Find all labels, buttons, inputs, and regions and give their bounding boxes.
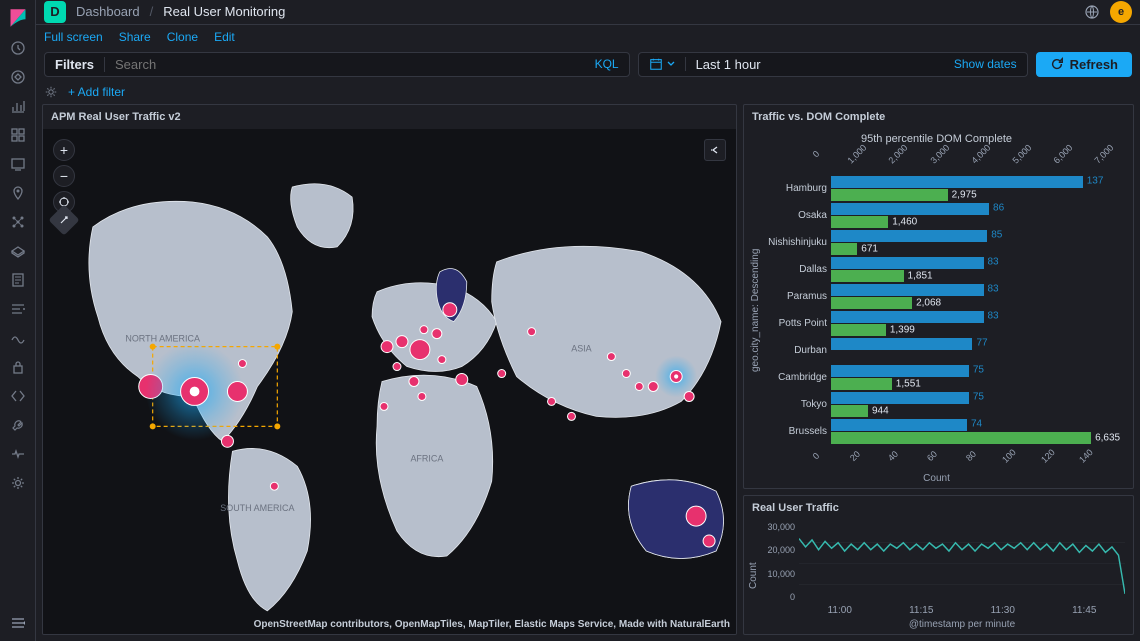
show-dates-link[interactable]: Show dates (954, 57, 1017, 71)
logs-icon[interactable] (10, 272, 26, 288)
linechart-panel-title: Real User Traffic (744, 496, 1133, 520)
devtools-icon[interactable] (10, 388, 26, 404)
dashboard-grid: APM Real User Traffic v2 NORTH AMERICA SO… (36, 104, 1140, 641)
maps-icon[interactable] (10, 185, 26, 201)
bar-category: Dallas (763, 264, 831, 275)
linechart-xaxis: 11:0011:1511:3011:45 (799, 605, 1125, 619)
heartbeat-icon[interactable] (10, 446, 26, 462)
barchart-xaxis: 020406080100120140 (816, 445, 1125, 473)
map-panel: APM Real User Traffic v2 NORTH AMERICA SO… (42, 104, 737, 635)
siem-icon[interactable] (10, 359, 26, 375)
breadcrumb-current: Real User Monitoring (163, 4, 285, 19)
bar-row[interactable]: Paramus832,068 (763, 283, 1125, 310)
apm-icon[interactable] (10, 301, 26, 317)
dashboard-icon[interactable] (10, 127, 26, 143)
bar-row[interactable]: Nishishinjuku85671 (763, 229, 1125, 256)
svg-text:SOUTH AMERICA: SOUTH AMERICA (220, 503, 294, 513)
bar-category: Durban (763, 345, 831, 356)
svg-text:ASIA: ASIA (571, 344, 591, 354)
refresh-label: Refresh (1070, 57, 1118, 72)
avatar[interactable]: e (1110, 1, 1132, 23)
barchart-panel-title: Traffic vs. DOM Complete (744, 105, 1133, 129)
kibana-logo[interactable] (8, 8, 28, 28)
add-filter-button[interactable]: + Add filter (68, 85, 125, 99)
svg-text:AFRICA: AFRICA (410, 453, 443, 463)
infra-icon[interactable] (10, 243, 26, 259)
filter-settings-icon[interactable] (44, 85, 58, 99)
barchart-xlabel: Count (748, 473, 1125, 484)
bar-row[interactable]: Dallas831,851 (763, 256, 1125, 283)
barchart-rows: Hamburg1372,975Osaka861,460Nishishinjuku… (763, 175, 1125, 445)
share-link[interactable]: Share (119, 30, 151, 44)
svg-text:NORTH AMERICA: NORTH AMERICA (125, 334, 200, 344)
kql-toggle[interactable]: KQL (595, 57, 619, 71)
bar-category: Nishishinjuku (763, 237, 831, 248)
filters-button[interactable]: Filters (55, 57, 105, 72)
barchart-ylabel: geo.city_name: Descending (748, 175, 763, 445)
barchart-top-axis: 01,0002,0003,0004,0005,0006,0007,000 (816, 149, 1125, 175)
visualize-icon[interactable] (10, 98, 26, 114)
linechart-svg (799, 522, 1125, 605)
ml-icon[interactable] (10, 214, 26, 230)
edit-link[interactable]: Edit (214, 30, 235, 44)
header: D Dashboard / Real User Monitoring e (36, 0, 1140, 25)
bar-category: Cambridge (763, 372, 831, 383)
bar-row[interactable]: Potts Point831,399 (763, 310, 1125, 337)
dashboard-actions: Full screen Share Clone Edit (36, 25, 1140, 48)
bar-row[interactable]: Cambridge751,551 (763, 364, 1125, 391)
management-icon[interactable] (10, 475, 26, 491)
bar-row[interactable]: Tokyo75944 (763, 391, 1125, 418)
bar-category: Tokyo (763, 399, 831, 410)
bar-chart: 95th percentile DOM Complete 01,0002,000… (744, 129, 1133, 488)
breadcrumb-sep: / (150, 4, 154, 19)
linechart-xlabel: @timestamp per minute (799, 619, 1125, 630)
refresh-icon (1050, 57, 1064, 71)
breadcrumb-root[interactable]: Dashboard (76, 4, 140, 19)
linechart-yticks: 30,00020,00010,0000 (759, 522, 799, 630)
bar-category: Potts Point (763, 318, 831, 329)
bar-category: Hamburg (763, 183, 831, 194)
canvas-icon[interactable] (10, 156, 26, 172)
time-range-label: Last 1 hour (696, 57, 944, 72)
linechart-panel: Real User Traffic Count 30,00020,00010,0… (743, 495, 1134, 635)
bar-category: Osaka (763, 210, 831, 221)
calendar-icon[interactable] (649, 57, 686, 71)
linechart-ylabel: Count (748, 522, 759, 630)
bar-row[interactable]: Durban77 (763, 337, 1125, 364)
app-badge: D (44, 1, 66, 23)
refresh-button[interactable]: Refresh (1036, 52, 1132, 77)
bar-row[interactable]: Hamburg1372,975 (763, 175, 1125, 202)
line-chart: Count 30,00020,00010,0000 11:0011:1511:3… (744, 520, 1133, 634)
world-map[interactable]: NORTH AMERICA SOUTH AMERICA AFRICA ASIA (43, 129, 736, 634)
search-box: Filters KQL (44, 52, 630, 77)
uptime-icon[interactable] (10, 330, 26, 346)
bar-category: Brussels (763, 426, 831, 437)
filter-bar: + Add filter (36, 81, 1140, 104)
collapse-icon[interactable] (10, 615, 26, 631)
newsfeed-icon[interactable] (1084, 4, 1100, 20)
time-picker[interactable]: Last 1 hour Show dates (638, 52, 1028, 77)
bar-row[interactable]: Osaka861,460 (763, 202, 1125, 229)
query-bar: Filters KQL Last 1 hour Show dates Refre… (36, 48, 1140, 81)
discover-icon[interactable] (10, 69, 26, 85)
map-zoom-controls: + − (53, 139, 75, 213)
recent-icon[interactable] (10, 40, 26, 56)
clone-link[interactable]: Clone (167, 30, 198, 44)
zoom-in-button[interactable]: + (53, 139, 75, 161)
zoom-out-button[interactable]: − (53, 165, 75, 187)
barchart-panel: Traffic vs. DOM Complete 95th percentile… (743, 104, 1134, 489)
monitoring-icon[interactable] (10, 417, 26, 433)
map-legend-toggle[interactable] (704, 139, 726, 161)
chevron-down-icon (667, 60, 675, 68)
search-input[interactable] (115, 57, 585, 72)
bar-category: Paramus (763, 291, 831, 302)
nav-items (10, 40, 26, 615)
map-attribution: OpenStreetMap contributors, OpenMapTiles… (254, 619, 730, 630)
breadcrumb: Dashboard / Real User Monitoring (76, 4, 285, 19)
bar-row[interactable]: Brussels746,635 (763, 418, 1125, 445)
fullscreen-link[interactable]: Full screen (44, 30, 103, 44)
nav-rail (0, 0, 36, 641)
map-panel-title: APM Real User Traffic v2 (43, 105, 736, 129)
